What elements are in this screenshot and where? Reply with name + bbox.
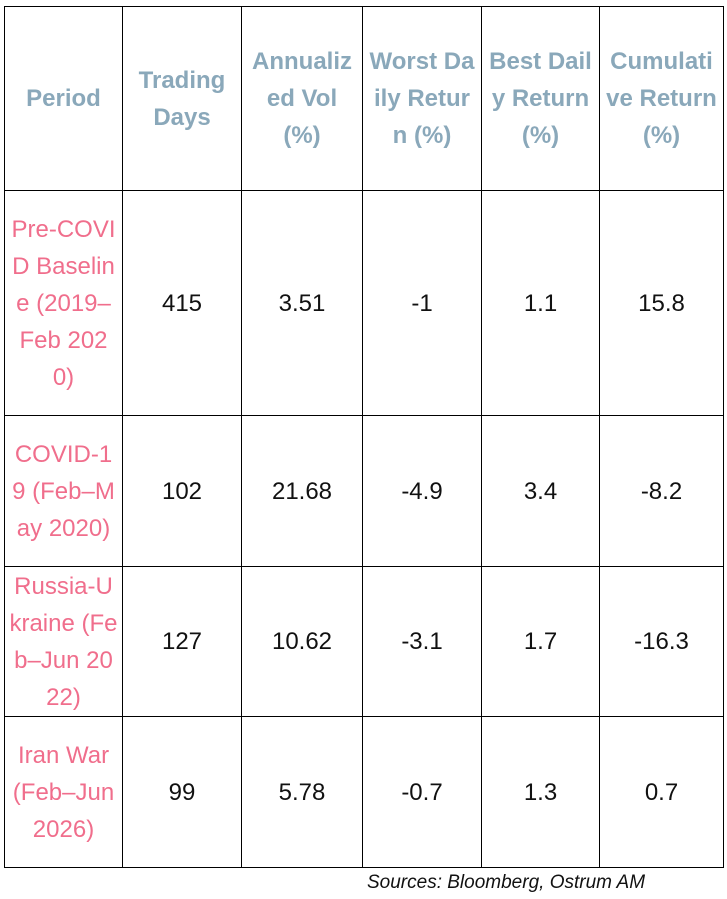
annualized-vol-cell: 3.51 xyxy=(241,190,363,416)
worst-daily-cell: -0.7 xyxy=(362,716,482,868)
annualized-vol-cell: 10.62 xyxy=(241,566,363,717)
header-row: Period Trading Days Annualized Vol (%) W… xyxy=(4,6,724,191)
cumulative-cell: 15.8 xyxy=(599,190,724,416)
annualized-vol-cell: 5.78 xyxy=(241,716,363,868)
returns-table: Period Trading Days Annualized Vol (%) W… xyxy=(4,6,724,868)
table-row: Iran War (Feb–Jun 2026) 99 5.78 -0.7 1.3… xyxy=(4,716,724,868)
worst-daily-cell: -4.9 xyxy=(362,415,482,567)
annualized-vol-cell: 21.68 xyxy=(241,415,363,567)
trading-days-cell: 99 xyxy=(122,716,242,868)
header-period: Period xyxy=(4,6,123,191)
header-cumulative-return: Cumulative Return (%) xyxy=(599,6,724,191)
period-cell: COVID-19 (Feb–May 2020) xyxy=(4,415,123,567)
period-cell: Pre-COVID Baseline (2019–Feb 2020) xyxy=(4,190,123,416)
best-daily-cell: 1.3 xyxy=(481,716,600,868)
table-row: Russia-Ukraine (Feb–Jun 2022) 127 10.62 … xyxy=(4,566,724,717)
best-daily-cell: 3.4 xyxy=(481,415,600,567)
trading-days-cell: 127 xyxy=(122,566,242,717)
source-note: Sources: Bloomberg, Ostrum AM xyxy=(367,872,646,893)
worst-daily-cell: -1 xyxy=(362,190,482,416)
worst-daily-cell: -3.1 xyxy=(362,566,482,717)
cumulative-cell: -16.3 xyxy=(599,566,724,717)
trading-days-cell: 102 xyxy=(122,415,242,567)
period-cell: Russia-Ukraine (Feb–Jun 2022) xyxy=(4,566,123,717)
header-annualized-vol: Annualized Vol (%) xyxy=(241,6,363,191)
table-row: Pre-COVID Baseline (2019–Feb 2020) 415 3… xyxy=(4,190,724,416)
trading-days-cell: 415 xyxy=(122,190,242,416)
header-best-daily-return: Best Daily Return (%) xyxy=(481,6,600,191)
header-trading-days: Trading Days xyxy=(122,6,242,191)
best-daily-cell: 1.1 xyxy=(481,190,600,416)
cumulative-cell: -8.2 xyxy=(599,415,724,567)
cumulative-cell: 0.7 xyxy=(599,716,724,868)
period-cell: Iran War (Feb–Jun 2026) xyxy=(4,716,123,868)
best-daily-cell: 1.7 xyxy=(481,566,600,717)
table-row: COVID-19 (Feb–May 2020) 102 21.68 -4.9 3… xyxy=(4,415,724,567)
header-worst-daily-return: Worst Daily Return (%) xyxy=(362,6,482,191)
